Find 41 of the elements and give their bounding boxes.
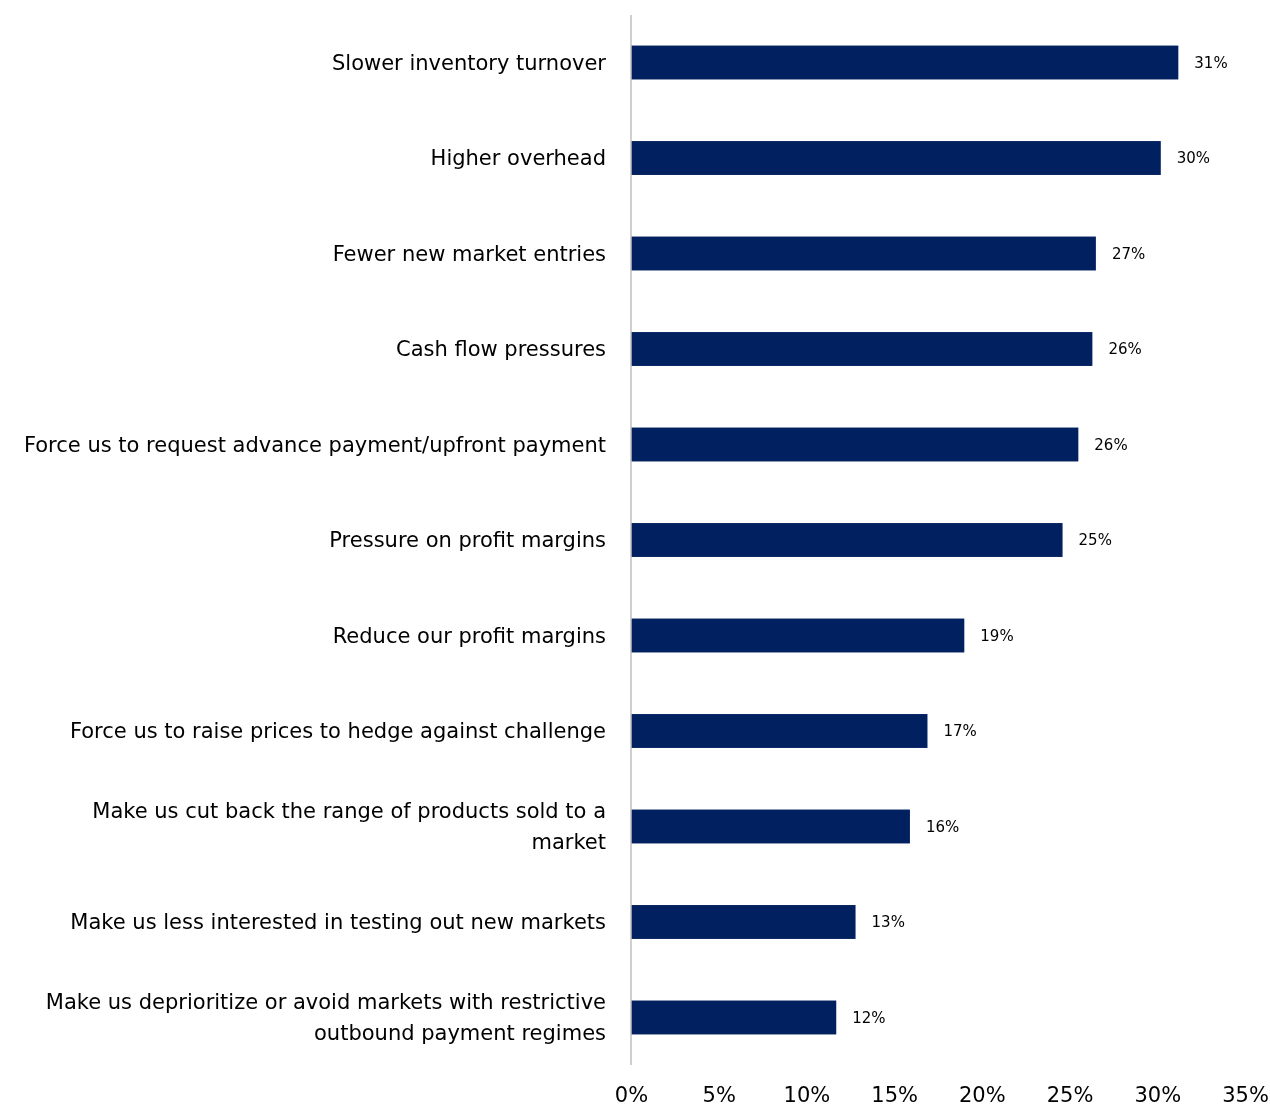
x-tick-label: 35% — [1222, 1082, 1269, 1107]
y-tick-label: Force us to request advance payment/upfront payment — [23, 432, 606, 457]
data-label: 26% — [1094, 435, 1128, 454]
y-tick-label: Higher overhead — [430, 146, 606, 171]
bar — [631, 523, 1063, 557]
x-tick-label: 20% — [959, 1082, 1006, 1107]
bar — [631, 141, 1161, 175]
y-tick-label: Make us less interested in testing out new markets — [70, 910, 606, 935]
data-label: 12% — [852, 1008, 886, 1027]
x-tick-label: 15% — [871, 1082, 918, 1107]
bar — [631, 905, 856, 939]
data-label: 19% — [980, 626, 1014, 645]
data-label: 25% — [1078, 531, 1112, 550]
bar — [631, 1000, 837, 1035]
bar — [631, 236, 1096, 271]
y-tick-label: Cash flow pressures — [395, 337, 606, 362]
data-label: 31% — [1194, 53, 1228, 72]
y-tick-label: Pressure on profit margins — [329, 528, 606, 553]
data-label: 17% — [943, 722, 977, 741]
x-tick-label: 0% — [614, 1082, 649, 1107]
x-tick-label: 30% — [1134, 1082, 1182, 1107]
data-label: 16% — [925, 817, 960, 836]
x-tick-label: 5% — [702, 1082, 736, 1107]
bar — [631, 45, 1179, 80]
bar — [631, 618, 965, 653]
data-label: 26% — [1108, 340, 1142, 359]
bar — [631, 809, 910, 844]
bar — [631, 427, 1079, 462]
y-tick-label: Reduce our profit margins — [332, 623, 606, 648]
data-label: 27% — [1111, 244, 1146, 263]
data-label: 30% — [1176, 149, 1211, 168]
data-label: 13% — [871, 913, 905, 932]
y-tick-label: Make us deprioritize or avoid markets with restrictive outbound payment regimes — [45, 990, 606, 1046]
x-tick-label: 25% — [1046, 1082, 1094, 1107]
y-tick-label: Make us cut back the range of products sold to a market — [92, 799, 606, 855]
x-tick-label: 10% — [783, 1082, 831, 1107]
y-tick-label: Fewer new market entries — [332, 241, 606, 266]
y-tick-label: Force us to raise prices to hedge against challenge — [69, 719, 606, 744]
bar — [631, 714, 928, 748]
bar — [631, 332, 1093, 366]
y-tick-label: Slower inventory turnover — [332, 50, 607, 75]
